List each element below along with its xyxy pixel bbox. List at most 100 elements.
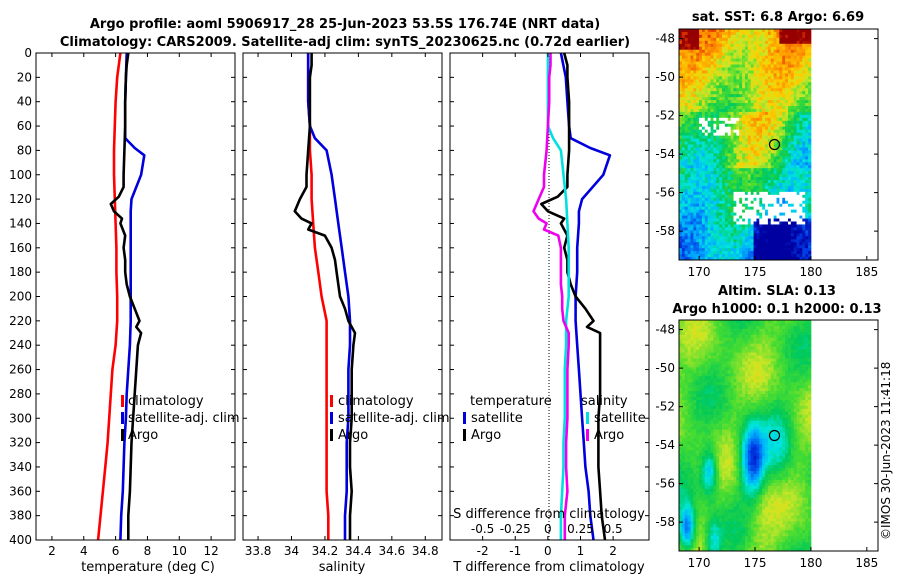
map-cell bbox=[767, 85, 772, 89]
map-cell bbox=[796, 67, 800, 71]
map-cell bbox=[710, 203, 714, 208]
map-cell bbox=[710, 239, 714, 243]
map-cell bbox=[785, 61, 789, 65]
map-cell bbox=[756, 144, 760, 148]
map-cell bbox=[793, 117, 797, 122]
map-cell bbox=[796, 376, 800, 380]
map-cell bbox=[793, 254, 797, 258]
map-cell bbox=[687, 221, 691, 225]
map-cell bbox=[719, 153, 723, 157]
map-cell bbox=[802, 385, 806, 389]
map-cell bbox=[704, 361, 709, 365]
map-cell bbox=[710, 346, 714, 351]
map-cell bbox=[716, 156, 720, 160]
map-cell bbox=[808, 337, 812, 342]
map-cell bbox=[739, 224, 743, 228]
map-cell bbox=[759, 106, 763, 110]
map-cell bbox=[742, 120, 746, 125]
map-cell bbox=[787, 346, 792, 351]
map-cell bbox=[690, 221, 694, 225]
map-cell bbox=[747, 206, 752, 211]
map-cell bbox=[716, 150, 720, 154]
map-cell bbox=[722, 230, 726, 234]
map-cell bbox=[681, 221, 686, 225]
map-cell bbox=[742, 209, 746, 214]
map-cell bbox=[747, 248, 752, 252]
map-cell bbox=[681, 114, 686, 119]
map-cell bbox=[808, 120, 812, 125]
map-cell bbox=[742, 230, 746, 234]
map-cell bbox=[687, 349, 691, 353]
map-cell bbox=[730, 254, 734, 258]
legend-swatch-satellite bbox=[121, 412, 124, 424]
map-cell bbox=[799, 88, 803, 92]
map-cell bbox=[693, 183, 697, 187]
map-cell bbox=[805, 215, 809, 219]
map-cell bbox=[799, 251, 803, 255]
map-cell bbox=[779, 358, 783, 362]
map-cell bbox=[779, 180, 783, 184]
map-cell bbox=[779, 322, 783, 327]
map-cell bbox=[707, 49, 711, 54]
map-cell bbox=[704, 233, 709, 237]
map-cell bbox=[696, 97, 700, 101]
map-cell bbox=[767, 177, 772, 181]
map-cell bbox=[719, 331, 723, 336]
map-cell bbox=[722, 239, 726, 243]
map-cell bbox=[762, 385, 766, 389]
sst-map-panel: sat. SST: 6.8 Argo: 6.69 170 175 180 185-48… bbox=[655, 10, 879, 279]
map-cell bbox=[762, 55, 766, 60]
map-cell bbox=[787, 376, 792, 380]
map-cell bbox=[719, 111, 723, 116]
map-cell bbox=[704, 206, 709, 211]
map-cell bbox=[793, 67, 797, 71]
map-cell bbox=[799, 364, 803, 368]
top-xtick-label: -0.5 bbox=[471, 522, 494, 536]
map-cell bbox=[767, 343, 772, 348]
map-cell bbox=[776, 346, 780, 351]
map-cell bbox=[796, 64, 800, 68]
map-cell bbox=[733, 373, 737, 377]
map-cell bbox=[759, 156, 763, 160]
map-cell bbox=[736, 132, 740, 137]
map-cell bbox=[722, 340, 726, 345]
map-cell bbox=[739, 349, 743, 353]
map-cell bbox=[793, 209, 797, 214]
map-cell bbox=[793, 132, 797, 137]
map-cell bbox=[716, 370, 720, 374]
map-cell bbox=[687, 153, 691, 157]
map-cell bbox=[679, 346, 683, 351]
map-cell bbox=[779, 52, 783, 57]
map-cell bbox=[759, 352, 763, 356]
map-cell bbox=[773, 188, 777, 193]
map-cell bbox=[747, 215, 752, 219]
map-cell bbox=[747, 185, 752, 190]
map-cell bbox=[724, 355, 729, 359]
map-cell bbox=[693, 97, 697, 101]
map-cell bbox=[759, 100, 763, 104]
map-cell bbox=[785, 135, 789, 139]
map-cell bbox=[785, 144, 789, 148]
map-cell bbox=[699, 106, 703, 110]
map-cell bbox=[759, 227, 763, 231]
map-cell bbox=[681, 147, 686, 151]
map-cell bbox=[687, 224, 691, 228]
map-cell bbox=[696, 61, 700, 65]
map-cell bbox=[696, 248, 700, 252]
map-cell bbox=[750, 242, 754, 246]
map-cell bbox=[687, 114, 691, 119]
map-cell bbox=[679, 337, 683, 342]
map-cell bbox=[765, 70, 769, 74]
map-cell bbox=[787, 76, 792, 80]
map-cell bbox=[765, 370, 769, 374]
map-cell bbox=[684, 174, 689, 178]
map-cell bbox=[704, 221, 709, 225]
ytick-label: 260 bbox=[9, 363, 32, 377]
map-cell bbox=[759, 97, 763, 101]
map-cell bbox=[701, 320, 706, 324]
map-cell bbox=[793, 106, 797, 110]
map-cell bbox=[733, 382, 737, 386]
map-cell bbox=[790, 174, 795, 178]
map-cell bbox=[744, 159, 749, 163]
map-cell bbox=[776, 111, 780, 116]
